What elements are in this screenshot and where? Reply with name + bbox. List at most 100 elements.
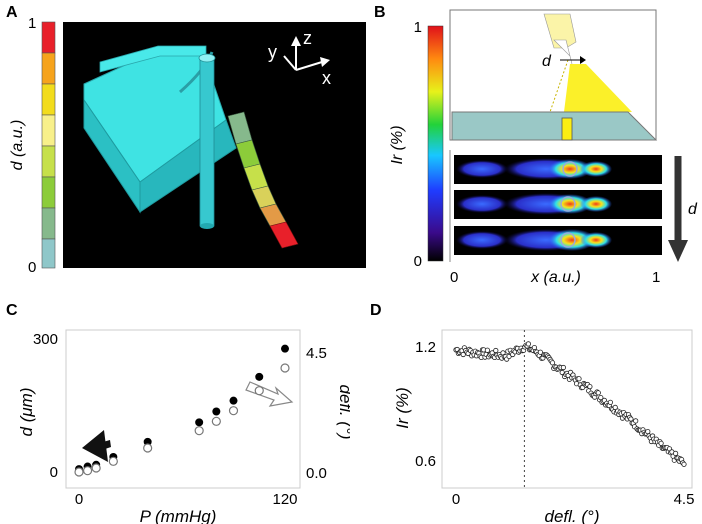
d-xtick-max: 4.5: [674, 491, 695, 508]
intensity-bar-3: [454, 226, 662, 255]
panel-a-scale-max: 1: [28, 15, 36, 32]
d-point-170: [658, 440, 664, 446]
c-ylabel-left: d (μm): [17, 388, 36, 437]
d-point-149: [633, 418, 639, 424]
colorbar-seg-7: [41, 238, 56, 269]
pipe-body: [199, 57, 215, 227]
d-direction-label: d: [688, 201, 698, 218]
c-xlabel: P (mmHg): [140, 507, 217, 524]
panel-a: 1 0 d (a.u.) z y x: [9, 15, 366, 276]
c-ytick-left-max: 300: [33, 331, 58, 348]
c-point-defl.-7: [228, 406, 239, 416]
d-arrow-head: [580, 56, 586, 64]
c-ytick-right-min: 0.0: [306, 465, 327, 482]
colorbar-seg-0: [41, 21, 56, 54]
d-point-70: [537, 349, 543, 355]
panel-d-label: D: [370, 302, 382, 319]
pipe-top: [198, 53, 216, 63]
c-arrow-right: [245, 381, 294, 407]
strip-seg-6: [269, 221, 299, 249]
c-point-d-9: [281, 344, 289, 353]
d-point-80: [549, 360, 556, 366]
beam-ref-line: [549, 59, 569, 113]
c-point-defl.-5: [194, 426, 204, 436]
schematic-d-label: d: [542, 53, 552, 70]
d-ytick-1: 1.2: [415, 339, 436, 356]
colorbar-seg-6: [41, 207, 56, 240]
d-point-111: [587, 384, 593, 390]
d-ytick-2: 0.6: [415, 453, 436, 470]
panel-c-chart: 300 0 4.5 0.0 0 120 P (mmHg) d (μm) defl…: [17, 329, 350, 524]
d-direction-head: [668, 240, 688, 262]
intensity-bar-1: [454, 155, 662, 184]
pipe-bottom: [200, 223, 214, 229]
schematic-slab: [451, 111, 658, 141]
c-xtick-max: 120: [272, 491, 297, 508]
panel-b-x-max: 1: [652, 269, 660, 286]
panel-b: 1 0 Ir (%) d 0 1 x (a.u.) d: [389, 9, 698, 286]
c-point-defl.-0: [74, 467, 84, 477]
c-point-defl.-6: [211, 416, 221, 426]
d-point-60: [525, 341, 531, 347]
d-ylabel: Ir (%): [393, 387, 412, 429]
colorbar-seg-1: [41, 52, 56, 85]
axis-y-label: y: [268, 42, 277, 62]
c-points-group: [74, 344, 290, 477]
panel-b-x-label: x (a.u.): [530, 269, 581, 286]
c-point-d-7: [229, 396, 238, 405]
panel-b-scale-min: 0: [414, 253, 422, 270]
panel-b-label: B: [374, 4, 386, 21]
colorbar-seg-5: [41, 176, 56, 209]
panel-c-label: C: [6, 302, 18, 319]
colorbar-seg-2: [41, 83, 56, 116]
c-ytick-left-min: 0: [50, 464, 58, 481]
panel-b-scale-max: 1: [414, 19, 422, 36]
d-point-132: [612, 404, 618, 411]
panel-a-scale-min: 0: [28, 259, 36, 276]
c-point-defl.-2: [91, 463, 101, 473]
c-point-d-6: [212, 407, 221, 416]
c-ylabel-right: defl. (°): [336, 385, 350, 440]
c-ytick-right-max: 4.5: [306, 345, 327, 362]
panel-b-scale-label: Ir (%): [389, 125, 406, 164]
c-point-defl.-8: [254, 386, 264, 396]
intensity-bar-2: [454, 190, 662, 219]
axis-z-label: z: [303, 28, 312, 48]
c-point-d-4: [143, 437, 152, 446]
d-point-182: [672, 450, 679, 456]
c-point-d-5: [195, 418, 204, 427]
panel-a-colorbar: [41, 21, 56, 269]
c-point-defl.-9: [280, 363, 290, 373]
probe-body: [543, 13, 577, 49]
d-points-group: [453, 341, 687, 467]
slab-window: [561, 117, 573, 141]
d-point-102: [576, 376, 582, 382]
d-point-118: [595, 390, 601, 396]
d-point-189: [681, 461, 687, 467]
colorbar-seg-4: [41, 145, 56, 178]
colorbar-seg-3: [41, 114, 56, 147]
c-xtick-min: 0: [75, 491, 83, 508]
c-point-defl.-3: [108, 456, 118, 466]
axis-x-label: x: [322, 68, 331, 88]
panel-b-colorbar: [427, 25, 444, 262]
panel-d-chart: 1.2 0.6 0 4.5 defl. (°) Ir (%): [393, 329, 695, 524]
probe-tip: [553, 39, 573, 65]
d-plot-frame: [441, 329, 693, 489]
panel-b-x-min: 0: [450, 269, 458, 286]
c-arrow-left-tip: [82, 430, 108, 462]
d-point-128: [607, 399, 613, 405]
c-point-defl.-4: [143, 443, 153, 453]
c-point-defl.-1: [82, 466, 93, 476]
axis-triad: [283, 36, 330, 71]
d-point-6: [460, 351, 466, 358]
d-point-89: [560, 364, 566, 371]
d-point-120: [598, 395, 604, 401]
c-plot-frame: [65, 329, 301, 489]
beam-cone: [564, 64, 632, 112]
panel-a-label: A: [6, 4, 18, 21]
d-point-159: [645, 429, 651, 435]
panel-a-scale-label: d (a.u.): [9, 120, 26, 171]
d-point-33: [493, 347, 499, 354]
d-xlabel: defl. (°): [545, 507, 600, 524]
